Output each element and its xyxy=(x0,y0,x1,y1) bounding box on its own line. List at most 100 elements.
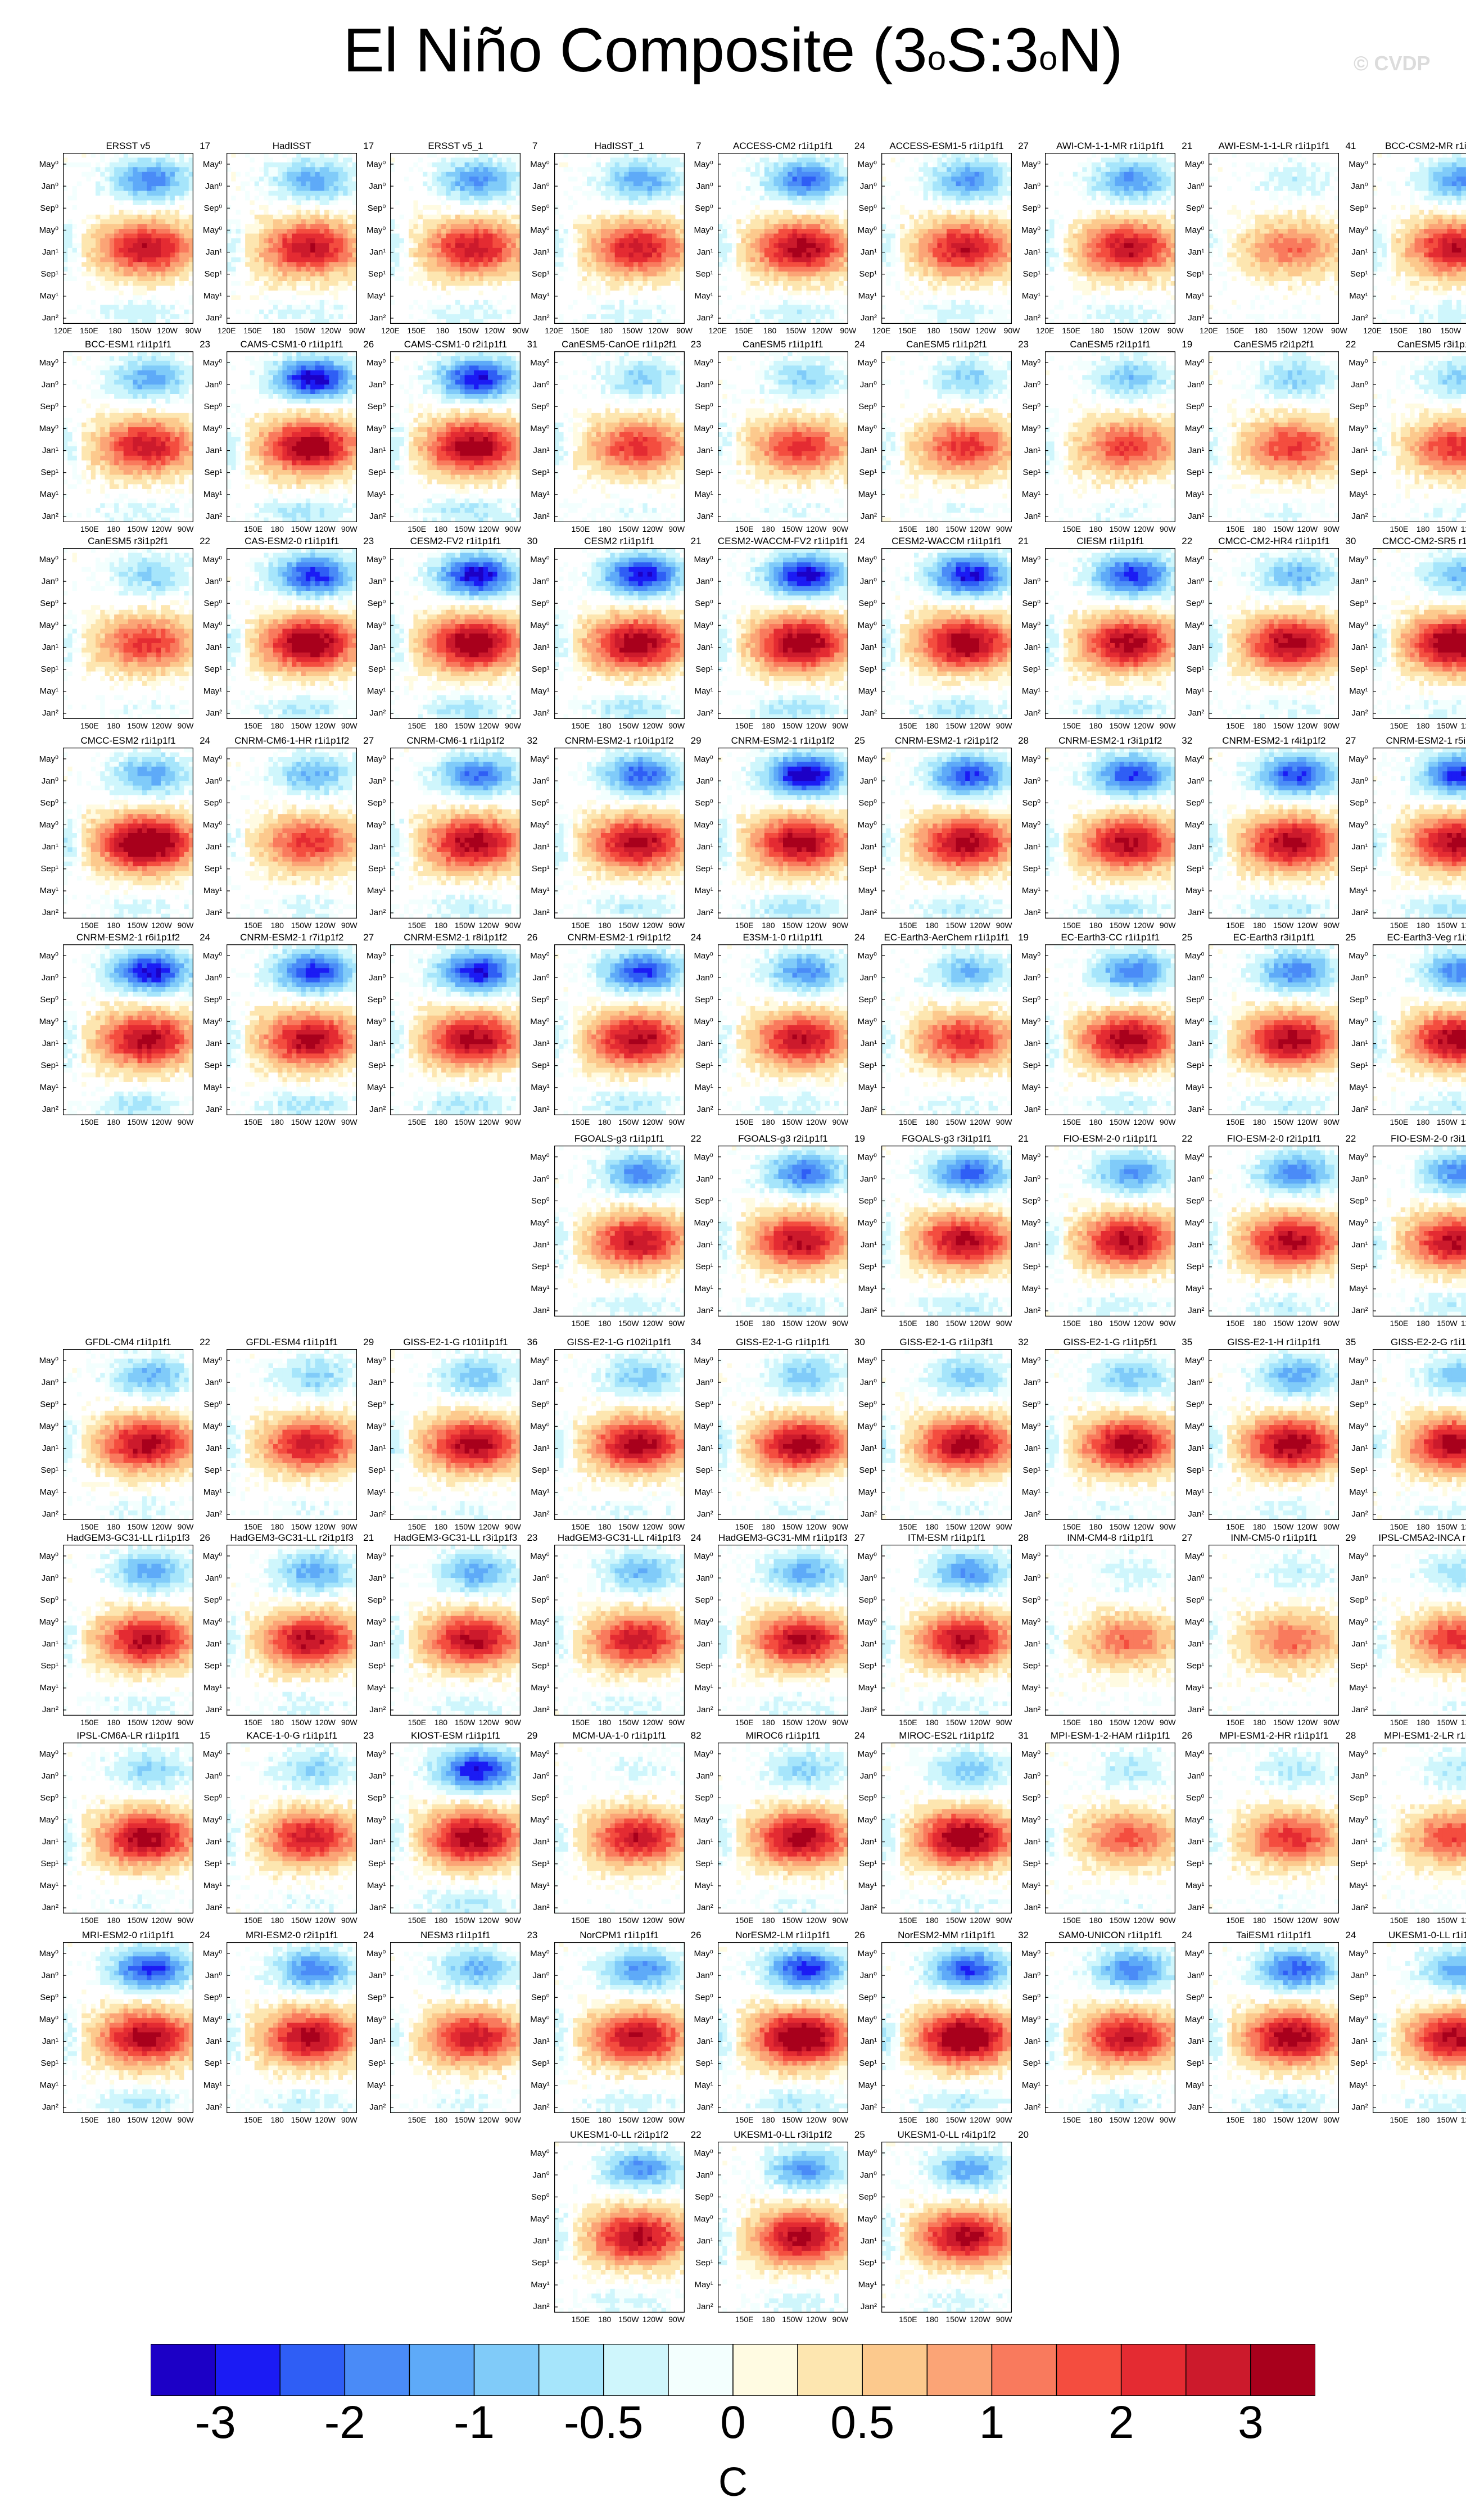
panel-cell xyxy=(73,257,78,263)
panel-cell xyxy=(455,310,460,315)
panel-cell xyxy=(231,215,236,220)
panel-cell xyxy=(432,262,437,267)
panel-cell xyxy=(338,200,343,205)
panel-cell xyxy=(338,172,343,177)
panel-cell xyxy=(414,210,419,215)
panel-cell xyxy=(273,186,278,191)
panel-cell xyxy=(727,262,732,267)
panel-cell xyxy=(250,300,255,305)
panel-cell xyxy=(324,224,329,229)
panel-cell xyxy=(259,200,264,205)
panel-cell xyxy=(86,314,91,319)
panel-cell xyxy=(488,252,493,257)
panel-cell xyxy=(559,243,564,248)
panel-cell xyxy=(147,196,152,201)
panel-cell xyxy=(746,200,751,205)
panel-cell xyxy=(488,234,493,239)
panel-cell xyxy=(624,200,629,205)
panel-cell xyxy=(633,310,638,315)
panel-cell xyxy=(718,191,723,196)
panel-cell xyxy=(483,229,488,234)
panel-cell xyxy=(479,205,484,210)
panel-cell xyxy=(82,219,87,224)
panel-cell xyxy=(100,281,105,286)
panel-cell xyxy=(577,196,582,201)
panel-cell xyxy=(63,172,68,177)
panel-cell xyxy=(165,167,170,172)
panel-cell xyxy=(82,310,87,315)
panel-cell xyxy=(750,234,755,239)
panel-cell xyxy=(834,191,839,196)
panel-cell xyxy=(596,300,601,305)
panel-cell xyxy=(591,267,596,272)
panel-cell xyxy=(451,295,456,300)
panel-cell xyxy=(329,172,334,177)
panel-cell xyxy=(119,200,124,205)
panel-cell xyxy=(764,215,770,220)
panel-cell xyxy=(227,172,232,177)
panel-cell xyxy=(493,277,498,282)
panel-cell xyxy=(100,205,105,210)
panel-cell xyxy=(614,167,619,172)
panel-cell xyxy=(675,153,680,158)
panel-cell xyxy=(718,177,723,182)
panel-cell xyxy=(179,243,184,248)
panel-cell xyxy=(348,257,353,263)
panel-cell xyxy=(110,172,115,177)
panel-cell xyxy=(96,200,101,205)
panel-cell xyxy=(334,224,339,229)
panel-cell xyxy=(638,157,643,162)
panel-cell xyxy=(404,295,409,300)
panel-cell xyxy=(587,200,592,205)
panel-cell xyxy=(446,153,451,158)
panel-cell xyxy=(816,186,821,191)
panel-cell xyxy=(587,153,592,158)
panel-cell xyxy=(91,262,96,267)
panel-cell xyxy=(483,172,488,177)
panel-cell xyxy=(830,267,835,272)
panel-cell xyxy=(278,186,283,191)
panel-cell xyxy=(301,305,306,310)
panel-cell xyxy=(614,177,619,182)
panel-cell xyxy=(605,319,610,324)
panel-cell xyxy=(591,248,596,253)
panel-cell xyxy=(764,196,770,201)
panel-cell xyxy=(825,281,830,286)
panel-cell xyxy=(666,267,671,272)
panel-cell xyxy=(825,162,830,168)
panel-cell xyxy=(497,196,503,201)
panel-cell xyxy=(591,252,596,257)
panel-cell xyxy=(755,234,760,239)
panel-cell xyxy=(722,172,727,177)
panel-cell xyxy=(292,153,297,158)
panel-cell xyxy=(334,219,339,224)
panel-cell xyxy=(493,234,498,239)
panel-cell xyxy=(329,257,334,263)
panel-cell xyxy=(324,281,329,286)
panel-cell xyxy=(250,157,255,162)
panel-cell xyxy=(161,215,166,220)
panel-cell xyxy=(73,286,78,291)
panel-cell xyxy=(114,167,119,172)
panel-cell xyxy=(455,281,460,286)
panel-cell xyxy=(77,267,82,272)
panel-cell xyxy=(142,248,147,253)
panel-cell xyxy=(802,286,807,291)
panel-cell xyxy=(488,191,493,196)
panel-cell xyxy=(73,305,78,310)
panel-cell xyxy=(324,267,329,272)
panel-cell xyxy=(779,252,784,257)
panel-cell xyxy=(310,172,315,177)
panel-cell xyxy=(647,300,652,305)
panel-cell xyxy=(77,177,82,182)
panel-cell xyxy=(830,234,835,239)
panel-cell xyxy=(306,252,311,257)
panel-cell xyxy=(114,153,119,158)
panel-cell xyxy=(582,262,587,267)
panel-cell xyxy=(587,167,592,172)
panel-cell xyxy=(105,291,110,296)
panel-cell xyxy=(764,205,770,210)
panel-cell xyxy=(161,182,166,187)
panel-cell xyxy=(128,162,133,168)
panel-cell xyxy=(324,205,329,210)
